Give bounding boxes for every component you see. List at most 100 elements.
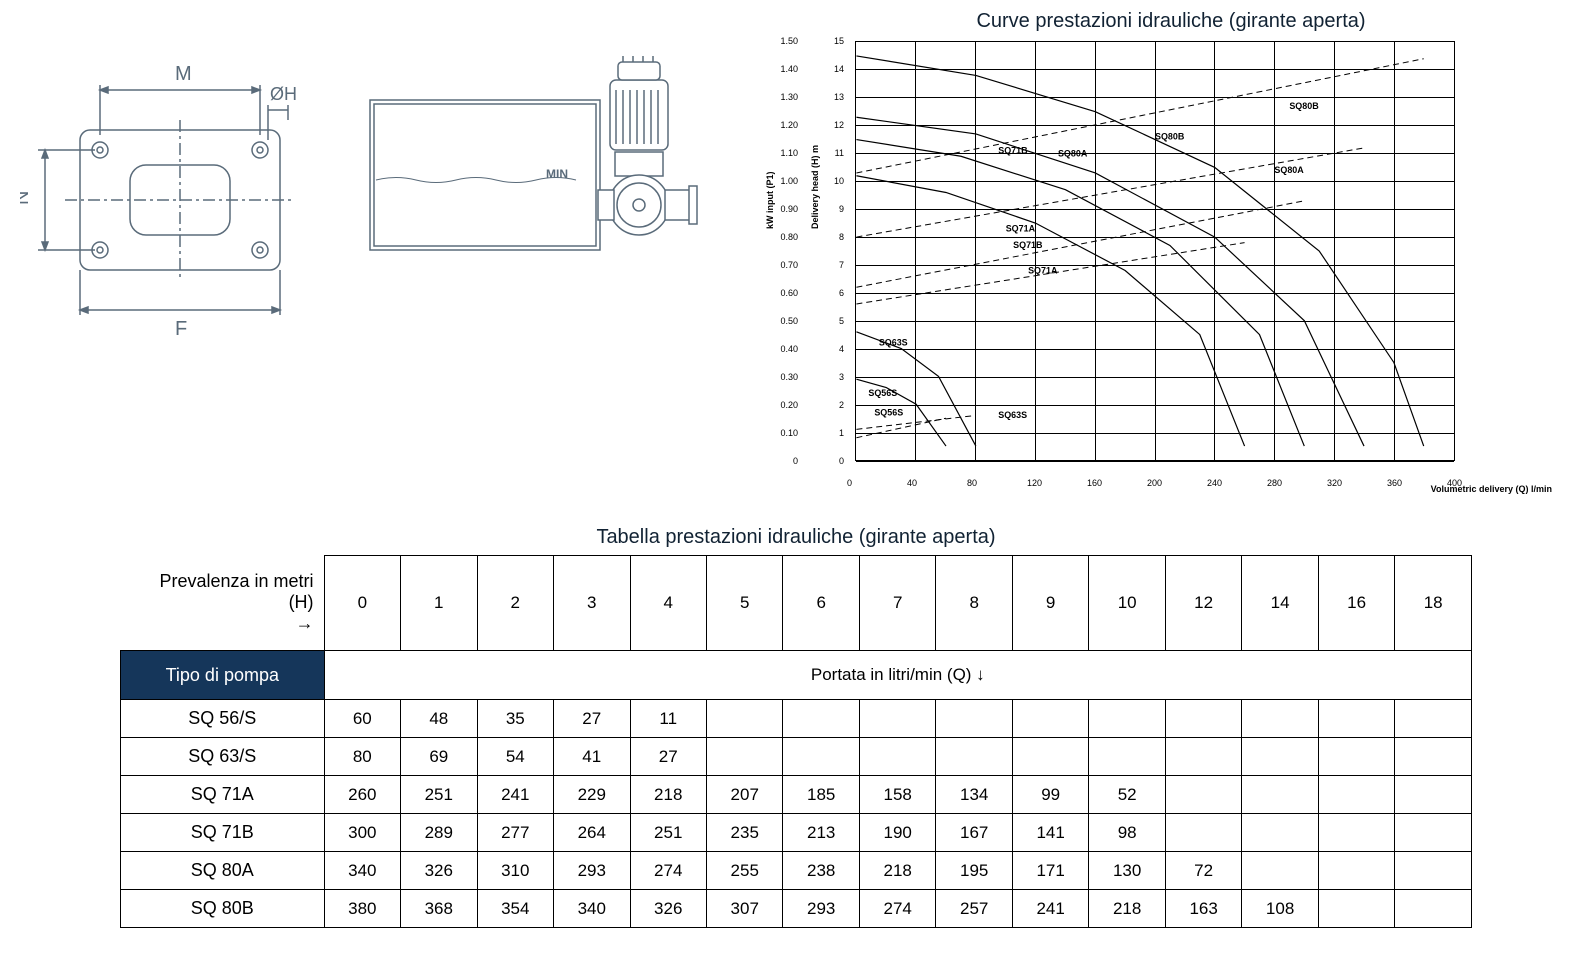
y-ticks-kw: 1.501.401.301.201.101.000.900.800.700.60… <box>770 41 798 461</box>
dim-label-F: F <box>175 318 187 340</box>
col-header: 2 <box>477 556 553 651</box>
table-cell: 163 <box>1165 890 1241 928</box>
table-cell <box>1089 700 1165 738</box>
svg-text:SQ80B: SQ80B <box>1155 132 1185 142</box>
table-header-row: Prevalenza in metri (H)→0123456789101214… <box>121 556 1472 651</box>
table-cell: 368 <box>401 890 477 928</box>
svg-text:SQ80A: SQ80A <box>1274 165 1304 175</box>
table-cell: 300 <box>324 814 400 852</box>
table-cell: 241 <box>477 776 553 814</box>
table-cell: 52 <box>1089 776 1165 814</box>
chart-area: Curve prestazioni idrauliche (girante ap… <box>770 10 1572 496</box>
table-cell: 307 <box>706 890 782 928</box>
svg-text:SQ56S: SQ56S <box>868 388 897 398</box>
svg-text:SQ80A: SQ80A <box>1058 148 1088 158</box>
table-cell: 167 <box>936 814 1012 852</box>
table-cell: 326 <box>401 852 477 890</box>
technical-drawings: M ØH N F <box>20 10 740 345</box>
table-cell <box>1242 852 1318 890</box>
table-cell <box>1395 700 1472 738</box>
table-cell <box>1242 738 1318 776</box>
table-cell: 11 <box>630 700 706 738</box>
col-header: 18 <box>1395 556 1472 651</box>
table-cell: 380 <box>324 890 400 928</box>
table-cell <box>783 738 859 776</box>
col-header: 3 <box>554 556 630 651</box>
table-cell: 195 <box>936 852 1012 890</box>
col-header: 4 <box>630 556 706 651</box>
table-title: Tabella prestazioni idrauliche (girante … <box>120 526 1472 549</box>
col-header: 0 <box>324 556 400 651</box>
table-cell: 257 <box>936 890 1012 928</box>
table-cell: 310 <box>477 852 553 890</box>
table-row: SQ 71A2602512412292182071851581349952 <box>121 776 1472 814</box>
table-cell: 218 <box>630 776 706 814</box>
table-cell <box>1395 738 1472 776</box>
table-cell: 235 <box>706 814 782 852</box>
table-cell <box>936 738 1012 776</box>
pump-name: SQ 71B <box>121 814 325 852</box>
table-cell: 48 <box>401 700 477 738</box>
table-cell: 238 <box>783 852 859 890</box>
table-cell <box>706 738 782 776</box>
table-cell <box>1318 738 1394 776</box>
chart-grid: SQ56S SQ63S SQ71A SQ71B SQ80A SQ80B SQ56S SQ63S… <box>855 41 1455 461</box>
pump-name: SQ 80A <box>121 852 325 890</box>
dim-label-M: M <box>175 63 192 85</box>
table-cell: 340 <box>554 890 630 928</box>
col-header: 12 <box>1165 556 1241 651</box>
performance-table-main: Prevalenza in metri (H)→0123456789101214… <box>120 555 1472 928</box>
chart-title: Curve prestazioni idrauliche (girante ap… <box>770 10 1572 33</box>
table-cell <box>1165 814 1241 852</box>
table-cell: 108 <box>1242 890 1318 928</box>
table-cell <box>1318 700 1394 738</box>
svg-text:SQ71B: SQ71B <box>1013 240 1043 250</box>
table-cell <box>1012 700 1088 738</box>
svg-text:SQ80B: SQ80B <box>1289 101 1319 111</box>
table-row: SQ 56/S6048352711 <box>121 700 1472 738</box>
table-cell: 185 <box>783 776 859 814</box>
table-cell: 251 <box>401 776 477 814</box>
table-cell: 277 <box>477 814 553 852</box>
pump-name: SQ 63/S <box>121 738 325 776</box>
table-cell: 171 <box>1012 852 1088 890</box>
col-header: 14 <box>1242 556 1318 651</box>
table-cell <box>1318 814 1394 852</box>
table-cell: 255 <box>706 852 782 890</box>
table-cell: 72 <box>1165 852 1241 890</box>
table-cell <box>1395 776 1472 814</box>
table-cell <box>1318 852 1394 890</box>
table-section: Tabella prestazioni idrauliche (girante … <box>20 526 1572 948</box>
head-prevalenza-cell: Prevalenza in metri (H)→ <box>121 556 325 651</box>
table-cell: 41 <box>554 738 630 776</box>
table-cell: 190 <box>859 814 935 852</box>
table-cell <box>1318 776 1394 814</box>
table-cell: 207 <box>706 776 782 814</box>
table-cell: 274 <box>859 890 935 928</box>
chart-wrap: kW input (P1) Delivery head (H) m 1.501.… <box>770 41 1572 496</box>
table-cell <box>859 700 935 738</box>
chart-curves: SQ56S SQ63S SQ71A SQ71B SQ80A SQ80B SQ56S SQ63S… <box>856 42 1454 460</box>
col-header: 8 <box>936 556 1012 651</box>
table-cell: 27 <box>630 738 706 776</box>
table-row: SQ 80A3403263102932742552382181951711307… <box>121 852 1472 890</box>
svg-text:SQ63S: SQ63S <box>879 338 908 348</box>
table-cell: 213 <box>783 814 859 852</box>
dim-label-H: ØH <box>270 84 297 104</box>
table-cell <box>936 700 1012 738</box>
table-row: SQ 80B3803683543403263072932742572412181… <box>121 890 1472 928</box>
table-cell: 54 <box>477 738 553 776</box>
y-ticks-head: 1514131211109876543210 <box>826 41 844 461</box>
pump-name: SQ 71A <box>121 776 325 814</box>
table-row: SQ 63/S8069544127 <box>121 738 1472 776</box>
svg-text:SQ71A: SQ71A <box>1028 265 1058 275</box>
table-cell: 354 <box>477 890 553 928</box>
table-cell: 251 <box>630 814 706 852</box>
table-cell: 98 <box>1089 814 1165 852</box>
table-subheader-row: Tipo di pompaPortata in litri/min (Q) ↓ <box>121 651 1472 700</box>
svg-text:SQ56S: SQ56S <box>874 407 903 417</box>
table-cell: 289 <box>401 814 477 852</box>
svg-text:SQ63S: SQ63S <box>998 410 1027 420</box>
col-header: 7 <box>859 556 935 651</box>
table-cell <box>783 700 859 738</box>
